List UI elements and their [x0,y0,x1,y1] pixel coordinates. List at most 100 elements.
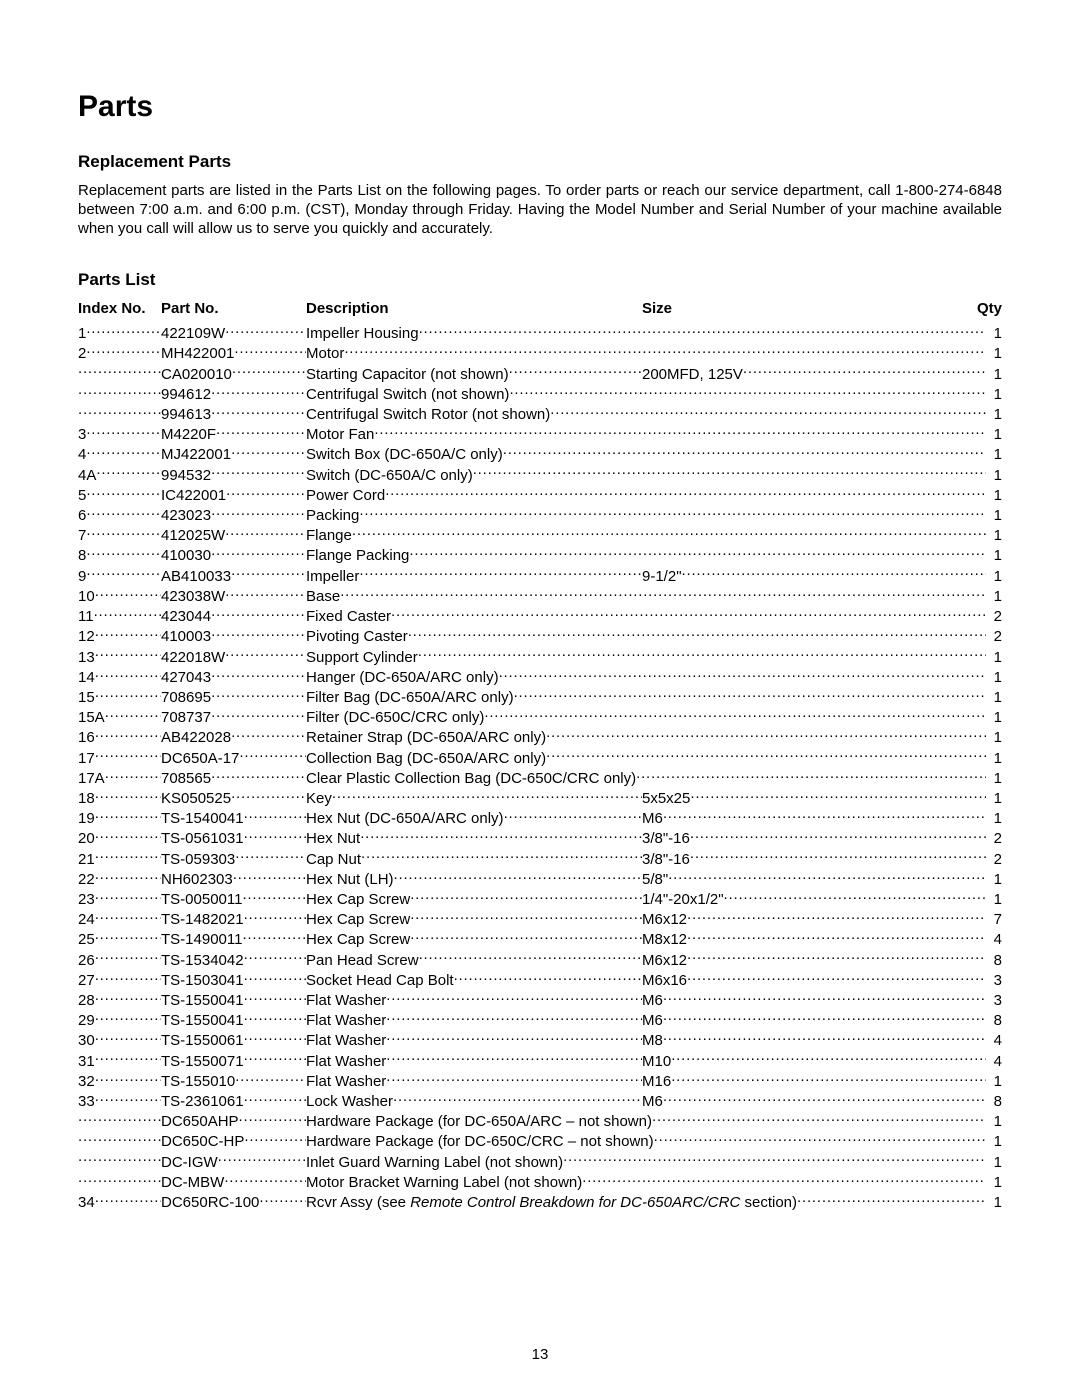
intro-paragraph: Replacement parts are listed in the Part… [78,182,1002,238]
cell-description: Impeller [306,568,359,586]
cell-partno: DC650RC-100 [161,1192,306,1212]
cell-qty: 1 [986,750,1002,768]
cell-size: M6x12 [642,950,986,970]
cell-index: 14 [78,667,161,687]
col-header-index: Index No. [78,300,161,317]
cell-description-wrap: Switch (DC-650A/C only) [306,465,986,485]
table-row: DC650AHPHardware Package (for DC-650A/AR… [78,1111,1002,1131]
cell-size: 3/8"-16 [642,849,986,869]
cell-description: Rcvr Assy (see Remote Control Breakdown … [306,1194,797,1212]
cell-index: 31 [78,1051,161,1071]
cell-qty: 1 [986,709,1002,727]
cell-qty: 1 [986,325,1002,343]
cell-qty: 4 [986,1053,1002,1071]
table-row: 25TS-1490011Hex Cap ScrewM8x124 [78,929,1002,949]
cell-partno: TS-1550061 [161,1030,306,1050]
cell-description-wrap: Base [306,586,986,606]
cell-qty: 1 [986,467,1002,485]
cell-description-wrap: Motor [306,343,986,363]
cell-index [78,404,161,419]
cell-qty: 1 [986,1073,1002,1091]
table-row: 12410003Pivoting Caster2 [78,626,1002,646]
parts-list-heading: Parts List [78,270,1002,290]
cell-description: Filter Bag (DC-650A/ARC only) [306,689,514,707]
cell-description: Flat Washer [306,992,386,1010]
cell-qty: 1 [986,891,1002,909]
cell-description: Power Cord [306,487,385,505]
cell-index: 1 [78,323,161,343]
cell-description-wrap: Packing [306,505,986,525]
cell-description-wrap: Switch Box (DC-650A/C only) [306,444,986,464]
cell-index: 25 [78,929,161,949]
cell-index: 4A [78,465,161,485]
cell-index: 2 [78,343,161,363]
table-row: CA020010Starting Capacitor (not shown)20… [78,364,1002,384]
cell-partno: 708565 [161,768,306,788]
cell-description: Hex Nut [306,830,360,848]
table-row: 32TS-155010Flat WasherM161 [78,1071,1002,1091]
cell-description: Hanger (DC-650A/ARC only) [306,669,499,687]
cell-size: 1/4"-20x1/2" [642,889,986,909]
cell-partno: TS-1550071 [161,1051,306,1071]
cell-description-wrap: Hardware Package (for DC-650C/CRC – not … [306,1131,986,1151]
cell-qty: 4 [986,1032,1002,1050]
cell-partno: TS-0561031 [161,828,306,848]
cell-description: Packing [306,507,359,525]
cell-partno: IC422001 [161,485,306,505]
table-row: 7412025WFlange1 [78,525,1002,545]
cell-description-wrap: Fixed Caster [306,606,986,626]
cell-description-wrap: Inlet Guard Warning Label (not shown) [306,1152,986,1172]
table-row: 4MJ422001Switch Box (DC-650A/C only)1 [78,444,1002,464]
cell-description: Flange [306,527,352,545]
cell-description-wrap: Socket Head Cap BoltM6x16 [306,970,986,990]
cell-description-wrap: Flange Packing [306,545,986,565]
cell-partno: 422018W [161,647,306,667]
cell-index: 16 [78,727,161,747]
cell-description: Hex Cap Screw [306,891,410,909]
page: Parts Replacement Parts Replacement part… [0,0,1080,1397]
table-row: 1422109WImpeller Housing1 [78,323,1002,343]
cell-index: 33 [78,1091,161,1111]
table-row: 994613Centrifugal Switch Rotor (not show… [78,404,1002,424]
cell-index: 21 [78,849,161,869]
cell-index: 23 [78,889,161,909]
cell-index: 26 [78,950,161,970]
cell-description-wrap: Hex Cap Screw 1/4"-20x1/2" [306,889,986,909]
cell-description: Impeller Housing [306,325,419,343]
cell-qty: 1 [986,871,1002,889]
cell-partno: M4220F [161,424,306,444]
cell-index: 17 [78,748,161,768]
cell-partno: 423038W [161,586,306,606]
cell-index [78,364,161,379]
cell-partno: MH422001 [161,343,306,363]
cell-description-wrap: Pivoting Caster [306,626,986,646]
table-row: 10423038WBase1 [78,586,1002,606]
cell-qty: 1 [986,1113,1002,1131]
cell-index: 28 [78,990,161,1010]
cell-partno: 423044 [161,606,306,626]
cell-partno: 422109W [161,323,306,343]
cell-qty: 8 [986,1093,1002,1111]
replacement-parts-heading: Replacement Parts [78,152,1002,172]
cell-description: Flange Packing [306,547,409,565]
cell-index: 6 [78,505,161,525]
cell-qty: 1 [986,406,1002,424]
cell-qty: 1 [986,729,1002,747]
table-row: 34DC650RC-100Rcvr Assy (see Remote Contr… [78,1192,1002,1212]
table-row: 4A994532Switch (DC-650A/C only)1 [78,465,1002,485]
cell-description-wrap: Flat WasherM16 [306,1071,986,1091]
cell-index: 12 [78,626,161,646]
cell-description-wrap: Hex Nut (LH)5/8" [306,869,986,889]
table-row: 17DC650A-17Collection Bag (DC-650A/ARC o… [78,748,1002,768]
cell-index: 32 [78,1071,161,1091]
cell-description: Flat Washer [306,1053,386,1071]
page-number: 13 [0,1346,1080,1363]
table-row: 15A708737Filter (DC-650C/CRC only)1 [78,707,1002,727]
cell-description-wrap: Collection Bag (DC-650A/ARC only) [306,748,986,768]
cell-description-wrap: Lock WasherM6 [306,1091,986,1111]
cell-description-wrap: Hex Nut (DC-650A/ARC only)M6 [306,808,986,828]
cell-description-wrap: Flat WasherM8 [306,1030,986,1050]
cell-size: 5/8" [642,869,986,889]
cell-index: 20 [78,828,161,848]
table-row: 3M4220FMotor Fan1 [78,424,1002,444]
